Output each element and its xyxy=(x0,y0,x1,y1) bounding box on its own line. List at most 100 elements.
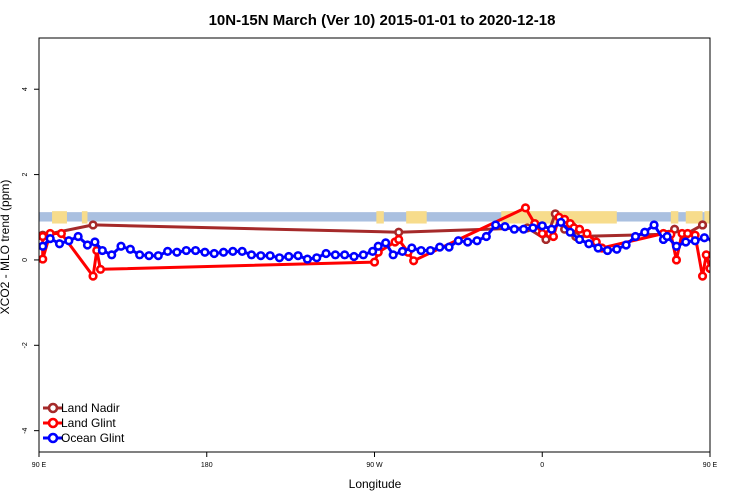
data-point xyxy=(435,242,445,252)
data-point xyxy=(697,271,708,281)
data-point xyxy=(593,243,603,253)
data-point xyxy=(409,256,419,266)
data-point xyxy=(218,247,229,257)
legend-entry: Land Nadir xyxy=(43,401,120,415)
data-point xyxy=(237,246,247,257)
data-point xyxy=(602,245,613,256)
data-point xyxy=(388,250,398,260)
data-point xyxy=(416,245,426,256)
data-point xyxy=(373,241,383,251)
data-point xyxy=(293,251,303,261)
data-point xyxy=(394,234,404,245)
data-point xyxy=(407,243,417,253)
data-point xyxy=(369,257,380,267)
data-point xyxy=(228,246,238,257)
x-tick-label: 90 E xyxy=(703,462,718,469)
data-point xyxy=(90,237,100,247)
data-point xyxy=(671,241,682,251)
legend-marker xyxy=(47,402,59,414)
data-point xyxy=(56,228,66,239)
data-point xyxy=(88,220,98,230)
data-point xyxy=(453,236,463,246)
data-point xyxy=(172,247,182,257)
data-point xyxy=(681,237,691,247)
data-point xyxy=(274,253,285,263)
series-ocean-glint xyxy=(39,217,745,264)
data-point xyxy=(519,224,529,234)
data-point xyxy=(368,246,378,257)
data-point xyxy=(358,250,368,260)
data-point xyxy=(481,231,491,242)
data-point xyxy=(349,251,359,262)
data-point xyxy=(584,239,594,249)
data-point xyxy=(472,236,482,246)
data-point xyxy=(330,250,340,260)
data-point xyxy=(107,250,117,260)
land-span xyxy=(406,211,427,224)
data-point xyxy=(312,253,322,263)
y-tick-label: 4 xyxy=(22,87,29,91)
data-point xyxy=(662,231,672,242)
data-point xyxy=(701,250,710,260)
data-point xyxy=(200,247,210,257)
data-point xyxy=(381,238,391,248)
land-span xyxy=(704,211,710,224)
data-point xyxy=(39,231,48,242)
series-land-glint xyxy=(39,203,710,281)
data-point xyxy=(265,251,275,261)
data-point xyxy=(574,234,585,245)
data-point xyxy=(491,220,501,230)
data-point xyxy=(537,221,547,231)
data-point xyxy=(125,244,135,254)
data-point xyxy=(135,250,145,260)
data-point xyxy=(621,240,631,250)
land-span xyxy=(81,211,88,224)
legend-label: Land Nadir xyxy=(61,401,120,415)
data-point xyxy=(574,224,585,234)
x-tick-label: 180 xyxy=(201,462,213,469)
legend-label: Ocean Glint xyxy=(61,431,125,445)
data-point xyxy=(444,242,454,252)
data-point xyxy=(671,255,682,265)
y-axis-label: XCO2 - MLO trend (ppm) xyxy=(0,180,12,315)
data-point xyxy=(397,246,408,257)
data-point xyxy=(546,224,557,234)
data-point xyxy=(144,251,154,261)
data-point xyxy=(394,227,404,237)
data-point xyxy=(284,251,294,262)
data-point xyxy=(425,245,436,256)
chart-title: 10N-15N March (Ver 10) 2015-01-01 to 202… xyxy=(209,12,556,29)
land-span xyxy=(670,211,679,224)
data-point xyxy=(97,245,107,256)
data-point xyxy=(705,263,710,274)
data-point xyxy=(683,228,693,239)
axes: 90 E 180 90 W 0 90 E -4 -2 0 2 4 xyxy=(22,87,718,469)
data-point xyxy=(82,240,93,250)
land-span xyxy=(685,211,703,224)
data-point xyxy=(95,264,106,274)
data-point xyxy=(509,224,519,234)
data-point xyxy=(537,228,547,239)
data-point xyxy=(520,203,531,213)
y-tick-label: 2 xyxy=(22,173,29,177)
data-point xyxy=(39,254,48,264)
x-tick-label: 90 E xyxy=(32,462,47,469)
legend-entry: Ocean Glint xyxy=(43,431,125,445)
x-axis-label: Longitude xyxy=(349,477,402,491)
data-point xyxy=(690,236,700,246)
data-point xyxy=(582,228,592,239)
data-point xyxy=(649,220,659,230)
data-point xyxy=(709,238,710,244)
data-point xyxy=(73,231,83,242)
data-point xyxy=(500,222,510,232)
data-point xyxy=(64,236,74,246)
data-point xyxy=(738,242,745,249)
data-point xyxy=(697,220,708,230)
data-point xyxy=(548,231,559,242)
ocean-band xyxy=(39,212,710,222)
data-point xyxy=(116,241,126,251)
data-point xyxy=(565,227,575,237)
data-point xyxy=(640,227,650,237)
